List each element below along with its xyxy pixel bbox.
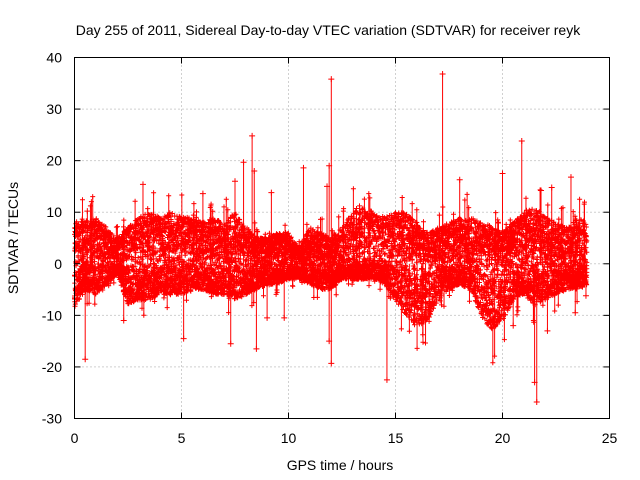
outlier-point (281, 314, 288, 321)
outlier-point (439, 71, 446, 78)
outlier-point (253, 345, 260, 352)
outlier-point (251, 167, 258, 174)
axis-ticks: 0 5 10 15 20 25 -30 -20 -10 0 10 20 30 40 (42, 50, 618, 447)
outlier-point (232, 178, 238, 185)
outliers (82, 71, 589, 405)
x-tick-label: 10 (281, 430, 297, 446)
outlier-point (324, 183, 331, 190)
outlier-point (300, 164, 307, 171)
y-tick-label: 40 (46, 50, 62, 66)
y-tick-label: -10 (42, 307, 62, 323)
outlier-point (518, 138, 525, 145)
outlier-point (199, 190, 206, 197)
outlier-point (82, 356, 89, 363)
outlier-point (240, 159, 247, 166)
outlier-point (567, 174, 574, 181)
outlier-point (456, 176, 463, 183)
data-series (72, 71, 590, 405)
y-tick-label: 0 (54, 256, 62, 272)
outlier-point (264, 314, 271, 321)
x-tick-label: 20 (495, 430, 511, 446)
outlier-point (328, 360, 335, 367)
outlier-point (120, 317, 127, 324)
x-tick-label: 0 (71, 430, 79, 446)
outlier-point (326, 162, 333, 169)
outlier-point (499, 170, 506, 177)
outlier-point (510, 322, 517, 329)
outlier-point (268, 189, 275, 196)
outlier-point (328, 76, 335, 83)
y-tick-label: -20 (42, 359, 62, 375)
outlier-point (572, 309, 579, 316)
plot-frame (74, 57, 610, 419)
outlier-point (227, 340, 234, 347)
outlier-point (84, 208, 91, 215)
sdtvar-points (72, 186, 590, 366)
outlier-point (383, 376, 390, 383)
y-tick-label: 20 (46, 153, 62, 169)
x-axis-label: GPS time / hours (287, 457, 394, 473)
x-tick-label: 5 (178, 430, 186, 446)
y-tick-label: 10 (46, 204, 62, 220)
outlier-point (180, 335, 187, 342)
y-tick-label: 30 (46, 101, 62, 117)
x-tick-label: 25 (602, 430, 618, 446)
x-tick-label: 15 (388, 430, 404, 446)
outlier-point (249, 132, 256, 139)
outlier-point (533, 398, 540, 405)
outlier-point (139, 181, 146, 188)
outlier-point (538, 187, 545, 194)
sdtvar-band (72, 186, 590, 366)
y-tick-label: -30 (42, 411, 62, 427)
chart-title: Day 255 of 2011, Sidereal Day-to-day VTE… (76, 22, 581, 38)
outlier-point (582, 292, 589, 299)
outlier-point (544, 327, 551, 334)
outlier-point (548, 184, 555, 191)
y-axis-label: SDTVAR / TECUs (5, 182, 21, 294)
